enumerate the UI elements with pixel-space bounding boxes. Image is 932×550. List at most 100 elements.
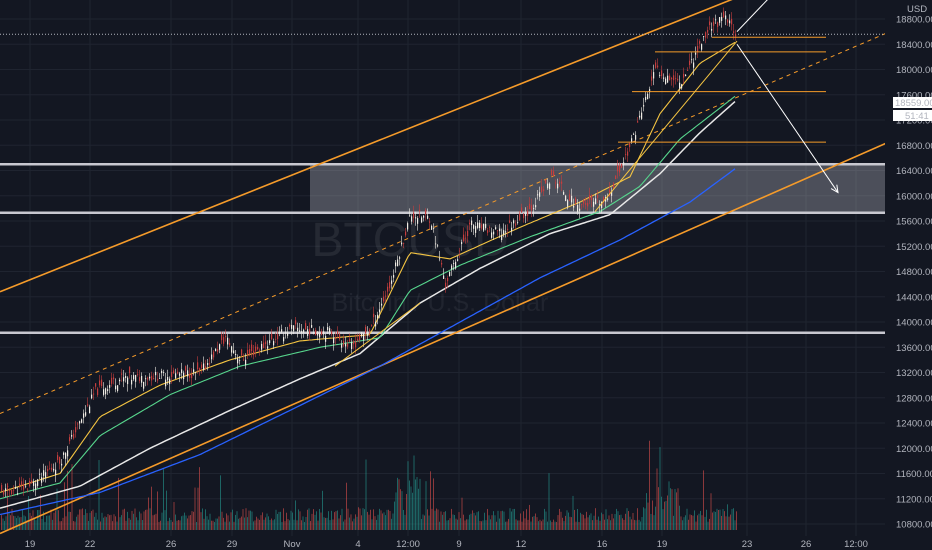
candle-body	[451, 265, 453, 270]
volume-bar	[139, 511, 140, 530]
volume-bar	[485, 520, 487, 530]
volume-bar	[187, 518, 188, 530]
volume-bar	[175, 514, 176, 530]
price-axis[interactable]: 10800.00 11200.00 11600.00 12000.00 12400.00…	[885, 0, 932, 550]
candle-body	[303, 329, 305, 333]
candle-body	[673, 75, 675, 81]
candle-body	[467, 230, 469, 237]
candle-body	[29, 480, 31, 487]
volume-bar	[26, 520, 28, 530]
volume-bar	[562, 517, 563, 530]
volume-bar	[664, 501, 665, 530]
volume-bar	[152, 515, 154, 530]
volume-bar	[476, 512, 478, 530]
volume-bar	[403, 509, 404, 530]
candle-body	[401, 242, 403, 245]
candle-body	[335, 337, 337, 340]
volume-bar	[76, 516, 77, 530]
volume-bar	[59, 521, 61, 530]
volume-bar	[232, 509, 233, 530]
candle-body	[57, 455, 59, 460]
volume-bar	[454, 514, 455, 530]
volume-bar	[682, 520, 683, 530]
volume-bar	[118, 477, 119, 530]
time-tick-label: Nov	[284, 539, 301, 550]
volume-bar	[641, 517, 643, 530]
volume-bar	[200, 512, 202, 530]
volume-bar	[698, 513, 700, 530]
candle-body	[249, 349, 251, 355]
volume-bar	[326, 517, 328, 530]
channel-lower	[0, 140, 891, 535]
volume-bar	[634, 519, 635, 530]
volume-bar	[700, 510, 701, 530]
volume-bar	[713, 511, 715, 530]
volume-bar	[727, 504, 728, 530]
volume-bar	[400, 489, 401, 530]
time-axis[interactable]: 19 22 26 29 Nov 4 12:00 9 12 16 19 23 26 12:00	[0, 536, 932, 550]
price-tick-label: 13200.00	[896, 368, 932, 379]
volume-bar	[494, 515, 496, 530]
volume-bar	[379, 508, 380, 530]
volume-bar	[371, 519, 373, 530]
volume-bar	[212, 520, 214, 530]
candle-body	[519, 213, 521, 221]
volume-bar	[629, 516, 631, 530]
candle-body	[257, 346, 259, 350]
volume-bar	[457, 519, 458, 530]
price-tick-label: 15600.00	[896, 217, 932, 228]
volume-bar	[1, 515, 2, 530]
volume-bar	[625, 513, 626, 530]
watermark-symbol: BTCUSD	[311, 214, 508, 267]
candle-body	[85, 412, 87, 416]
volume-bar	[394, 501, 395, 530]
candle-body	[597, 195, 599, 198]
candle-body	[125, 376, 127, 379]
candle-body	[625, 154, 627, 155]
candle-body	[191, 373, 193, 379]
volume-bar	[97, 519, 98, 530]
volume-bar	[83, 515, 85, 530]
volume-histogram	[1, 440, 737, 530]
candle-body	[623, 162, 625, 166]
volume-bar	[259, 519, 260, 530]
candle-body	[433, 228, 435, 230]
volume-bar	[323, 517, 325, 530]
price-tick-label: 12800.00	[896, 393, 932, 404]
candle-body	[641, 112, 643, 119]
trendline-early	[334, 302, 421, 367]
candle-body	[457, 259, 459, 261]
candle-body	[147, 377, 149, 380]
candle-body	[51, 467, 53, 470]
candle-body	[117, 385, 119, 391]
candle-body	[49, 468, 51, 470]
volume-bar	[397, 477, 398, 530]
volume-bar	[329, 520, 331, 530]
volume-bar	[469, 514, 470, 530]
candle-body	[627, 151, 629, 156]
volume-bar	[392, 513, 394, 530]
volume-bar	[67, 470, 68, 530]
volume-bar	[559, 508, 560, 530]
candle-body	[431, 225, 433, 230]
candle-body	[489, 227, 491, 228]
volume-bar	[407, 461, 409, 530]
volume-bar	[34, 518, 35, 530]
volume-bar	[451, 508, 452, 530]
volume-bar	[217, 518, 218, 530]
candle-body	[405, 231, 407, 236]
volume-bar	[56, 488, 58, 530]
volume-bar	[44, 521, 46, 530]
volume-bar	[581, 514, 583, 530]
candle-body	[657, 65, 659, 68]
volume-bar	[167, 521, 169, 530]
volume-bar	[610, 520, 611, 530]
candle-body	[391, 280, 393, 284]
candle-body	[205, 366, 207, 369]
candle-body	[523, 213, 525, 219]
candle-body	[309, 328, 311, 335]
candle-body	[511, 227, 513, 232]
volume-bar	[179, 520, 181, 530]
sma-blue-line	[0, 168, 736, 516]
